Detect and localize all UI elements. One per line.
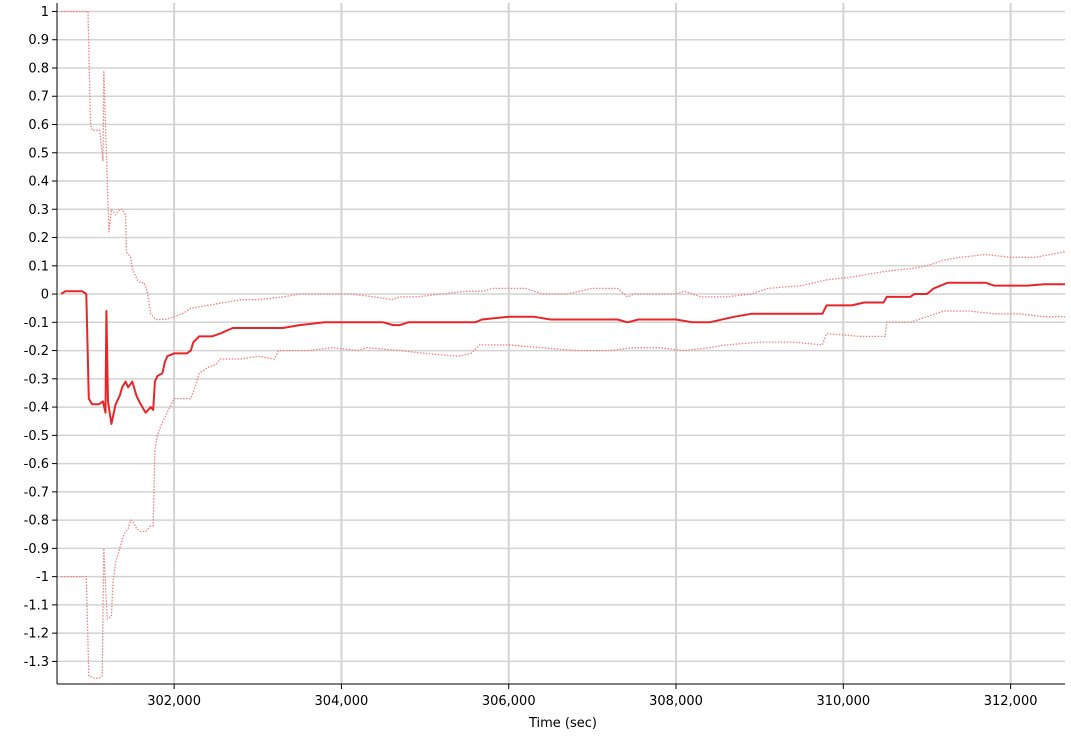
y-tick-label: 0.8 [28,61,49,76]
y-tick-label: 0.9 [28,33,49,48]
y-tick-label: 0.4 [28,175,49,190]
y-tick-label: -1.1 [24,598,49,613]
grid-lines [57,3,1065,684]
y-tick-label: 1 [41,5,49,20]
x-tick-label: 304,000 [315,694,369,709]
x-tick-label: 306,000 [482,694,536,709]
upper-bound-line [61,10,1066,321]
y-tick-label: -0.4 [24,401,49,416]
x-tick-label: 310,000 [816,694,870,709]
x-tick-label: 302,000 [147,694,201,709]
y-tick-label: -1.3 [24,655,49,670]
y-tick-label: 0.5 [28,146,49,161]
y-tick-label: -0.8 [24,514,49,529]
y-tick-label: -0.3 [24,372,49,387]
y-tick-label: -1 [36,570,49,585]
series-lines [60,10,1066,679]
x-tick-label: 308,000 [649,694,703,709]
x-tick-label: 312,000 [984,694,1038,709]
axes [52,3,1065,689]
estimate-line [60,281,1065,425]
y-tick-label: 0.7 [28,90,49,105]
y-tick-label: 0.2 [28,231,49,246]
y-tick-label: 0.6 [28,118,49,133]
y-tick-label: -0.6 [24,457,49,472]
y-tick-label: 0.3 [28,203,49,218]
x-axis-label: Time (sec) [528,716,597,731]
y-tick-label: 0.1 [28,259,49,274]
y-tick-label: -0.9 [24,542,49,557]
y-tick-label: -0.7 [24,485,49,500]
y-tick-label: -0.2 [24,344,49,359]
y-tick-label: 0 [41,288,49,303]
y-tick-label: -0.1 [24,316,49,331]
lower-bound-line [61,310,1065,679]
x-axis-tick-labels: 302,000 304,000 306,000 308,000 310,000 312,0… [147,694,1037,709]
y-tick-label: -1.2 [24,627,49,642]
y-axis-tick-labels: 1 0.9 0.8 0.7 0.6 0.5 0.4 0.3 0.2 0.1 0 -0.1 -0.2 -0.… [24,5,49,670]
y-tick-label: -0.5 [24,429,49,444]
